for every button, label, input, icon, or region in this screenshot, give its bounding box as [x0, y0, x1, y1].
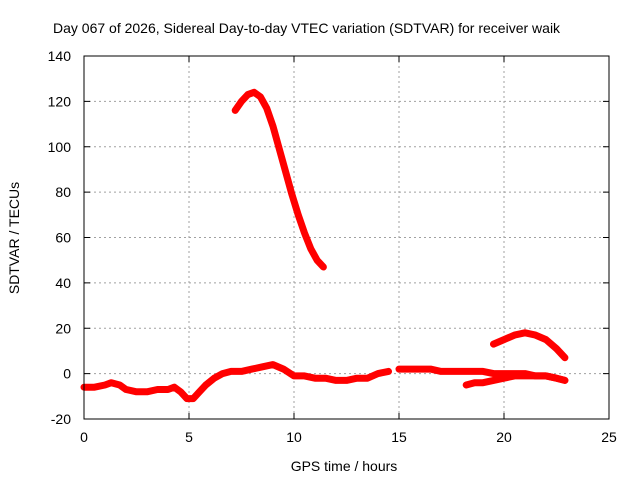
- y-axis-label: SDTVAR / TECUs: [6, 182, 22, 294]
- x-tick-label: 10: [286, 429, 302, 445]
- series-line-satellite-track-low-c: [462, 372, 569, 389]
- y-tick-label: 140: [48, 48, 72, 64]
- series-layer: [80, 88, 569, 403]
- y-tick-label: 80: [55, 184, 71, 200]
- x-tick-label: 0: [80, 429, 88, 445]
- y-tick-label: 60: [55, 230, 71, 246]
- series-line-satellite-track-low-a: [80, 361, 392, 403]
- y-tick-label: 20: [55, 320, 71, 336]
- axis-ticks: 0 5 10 15 20 25 -20 0 20 40 60 80 100 120 140: [48, 48, 617, 445]
- y-tick-label: 100: [48, 139, 72, 155]
- y-tick-label: 120: [48, 93, 72, 109]
- y-tick-label: 0: [63, 366, 71, 382]
- x-tick-label: 20: [496, 429, 512, 445]
- y-tick-label: 40: [55, 275, 71, 291]
- series-line-satellite-track-mid: [490, 329, 569, 362]
- x-tick-label: 25: [601, 429, 617, 445]
- x-axis-label: GPS time / hours: [291, 458, 398, 474]
- x-tick-label: 15: [391, 429, 407, 445]
- series-line-satellite-track-high: [231, 88, 327, 271]
- grid: [84, 56, 609, 419]
- y-tick-label: -20: [51, 411, 71, 427]
- x-tick-label: 5: [185, 429, 193, 445]
- chart-title: Day 067 of 2026, Sidereal Day-to-day VTE…: [53, 20, 561, 36]
